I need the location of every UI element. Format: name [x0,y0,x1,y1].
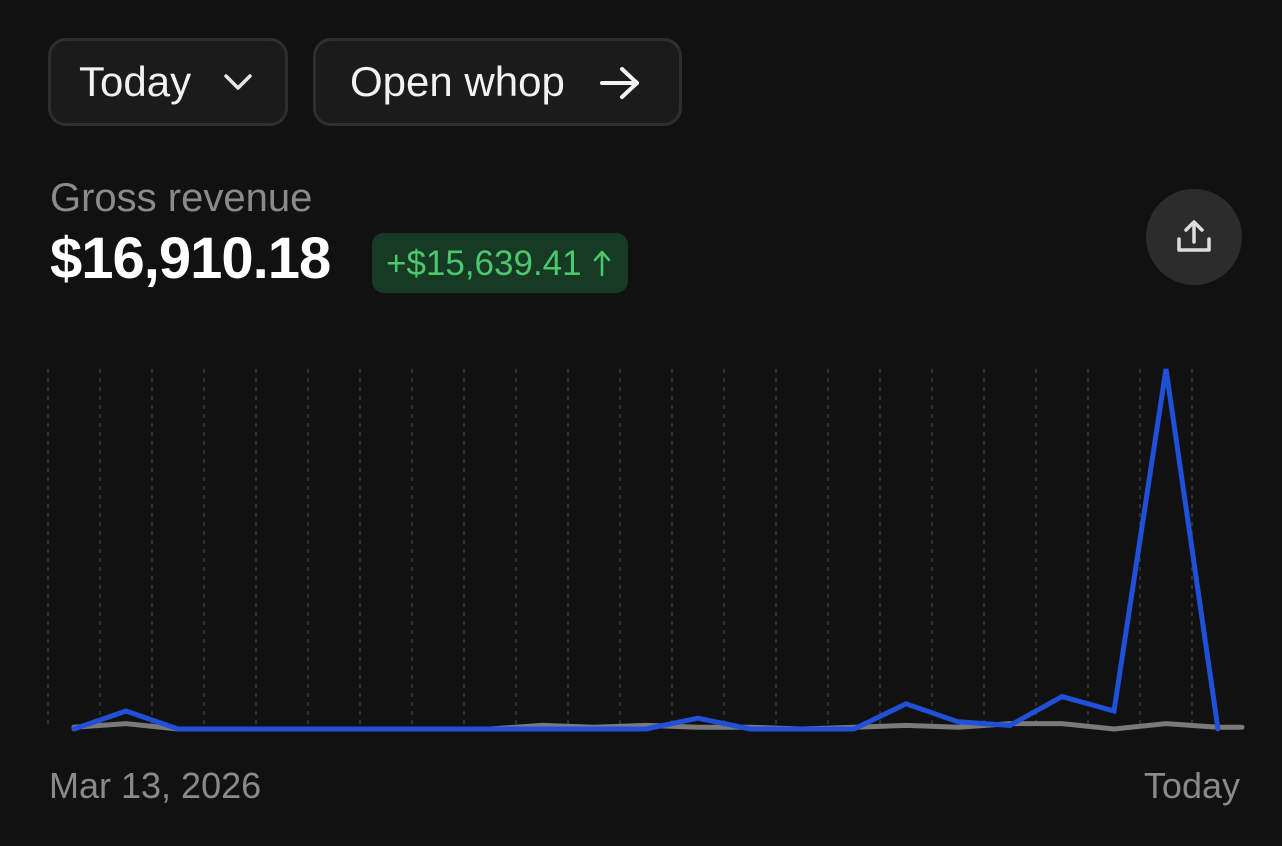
x-axis-start-label: Mar 13, 2026 [49,765,262,806]
series-line-0 [71,368,1221,732]
arrow-right-icon [600,67,639,99]
share-button[interactable] [1146,189,1242,285]
chart-grid [47,369,1193,729]
chevron-down-icon [224,74,252,90]
delta-value: +$15,639.41 [386,243,582,283]
period-dropdown-label: Today [79,58,192,105]
x-axis-end-label: Today [1143,765,1240,806]
series-line-1 [71,721,1245,732]
metric-value: $16,910.18 [50,226,331,291]
chart-series [71,368,1245,732]
open-whop-label: Open whop [350,58,565,105]
period-dropdown-button[interactable]: Today [48,38,288,126]
arrow-up-icon [593,250,610,277]
delta-badge: +$15,639.41 [372,233,628,293]
metric-label: Gross revenue [50,176,313,220]
open-whop-button[interactable]: Open whop [313,38,682,126]
share-upload-icon [1177,220,1211,252]
